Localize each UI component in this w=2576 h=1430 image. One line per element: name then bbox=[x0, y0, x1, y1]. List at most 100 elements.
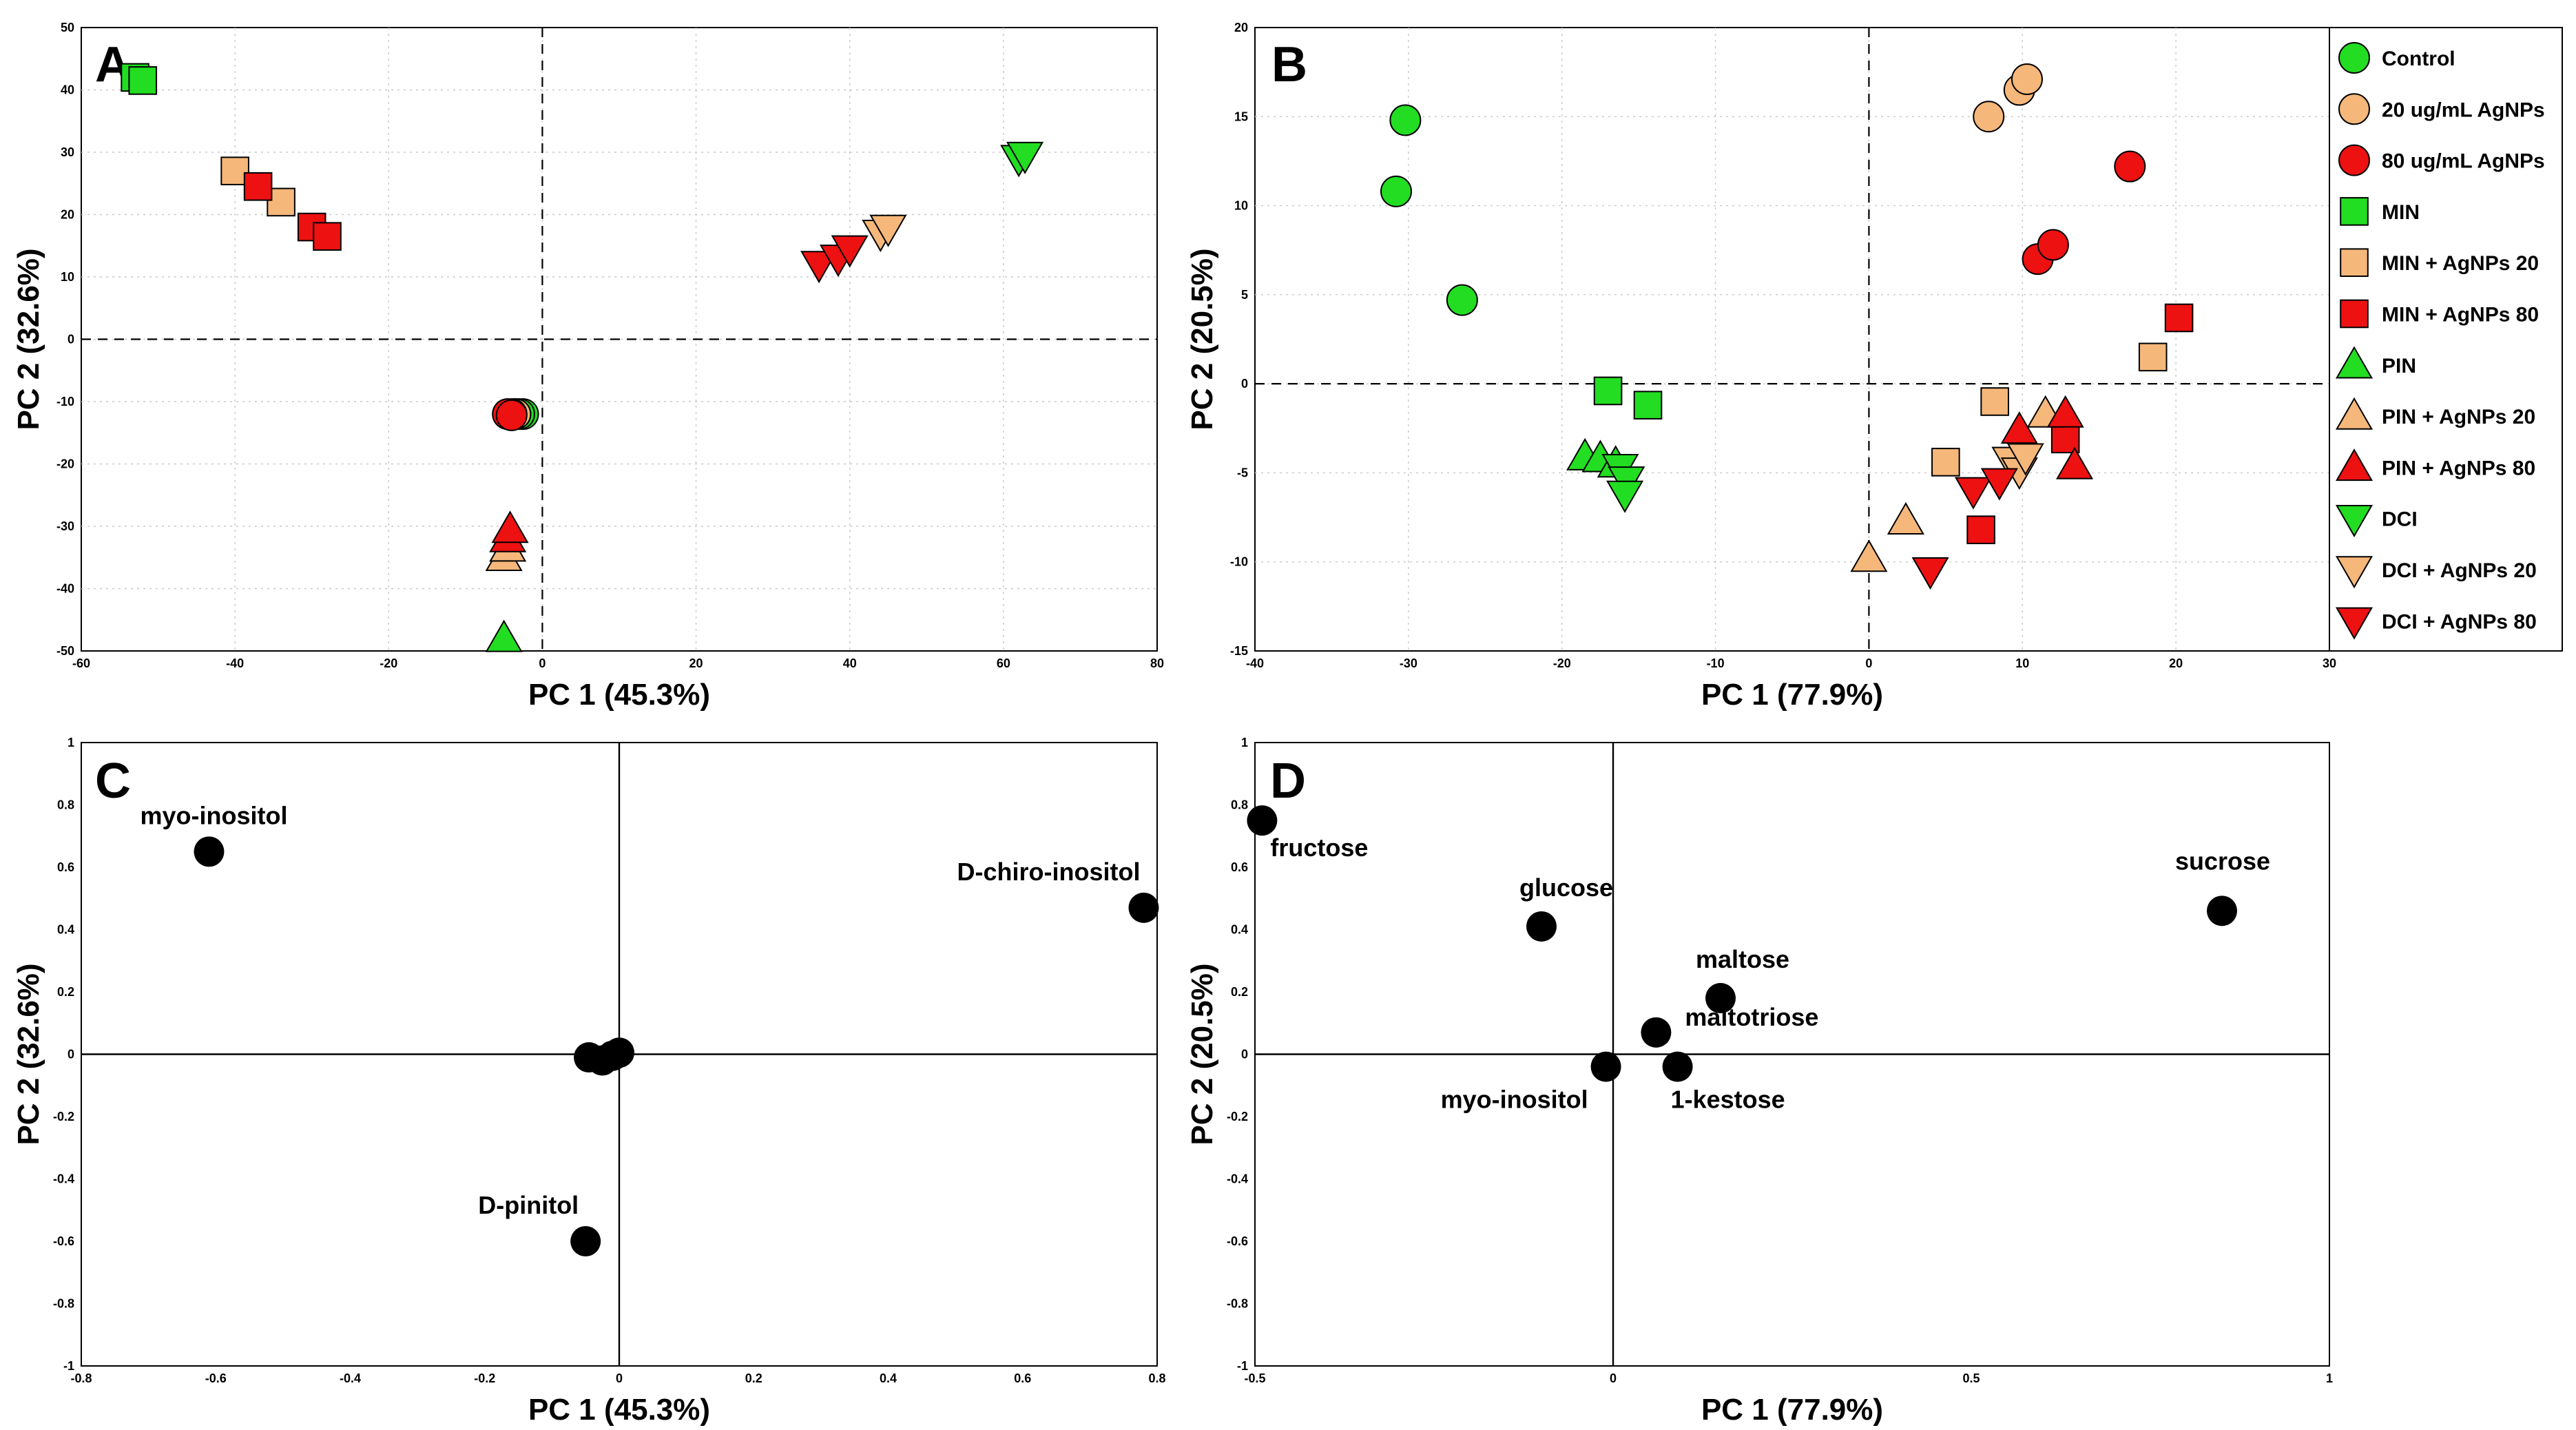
data-point bbox=[495, 399, 528, 431]
y-tick-label: 0 bbox=[67, 333, 74, 346]
series-80-ug-ml-agnps bbox=[2022, 150, 2146, 276]
legend-label: Control bbox=[2382, 48, 2455, 70]
data-point bbox=[243, 172, 273, 201]
data-point bbox=[1980, 468, 2018, 501]
x-tick-label: 0 bbox=[1865, 656, 1872, 670]
x-tick-label: 0 bbox=[539, 656, 546, 670]
y-tick-label: 0.2 bbox=[57, 985, 74, 999]
legend-item-80-ug-ml-agnps: 80 ug/mL AgNPs bbox=[2338, 144, 2545, 176]
y-tick-label: -0.6 bbox=[53, 1234, 74, 1248]
y-tick-label: -0.4 bbox=[1227, 1172, 1248, 1186]
legend-item-dci-agnps-80: DCI + AgNPs 80 bbox=[2335, 607, 2537, 640]
x-axis-label: PC 1 (77.9%) bbox=[1701, 678, 1883, 712]
loading-point bbox=[1590, 1051, 1621, 1082]
panel-letter: D bbox=[1270, 754, 1306, 809]
y-tick-label: 0.6 bbox=[1231, 860, 1248, 874]
legend-label: PIN + AgNPs 80 bbox=[2382, 457, 2535, 479]
series-dci bbox=[1000, 141, 1044, 178]
x-tick-label: 0.4 bbox=[880, 1371, 897, 1385]
data-point bbox=[2037, 229, 2069, 261]
x-axis-label: PC 1 (45.3%) bbox=[528, 1393, 710, 1427]
legend-label: DCI + AgNPs 20 bbox=[2382, 559, 2537, 582]
y-tick-label: 50 bbox=[61, 21, 74, 34]
legend-marker bbox=[2335, 505, 2374, 538]
legend-label: DCI bbox=[2382, 508, 2418, 531]
data-point bbox=[800, 251, 838, 284]
data-point bbox=[2114, 150, 2146, 183]
x-tick-label: -20 bbox=[1553, 656, 1571, 670]
legend-item-pin-agnps-20: PIN + AgNPs 20 bbox=[2335, 397, 2535, 430]
y-tick-label: -20 bbox=[56, 457, 74, 471]
legend-item-dci: DCI bbox=[2335, 505, 2418, 538]
legend-label: PIN bbox=[2382, 355, 2416, 377]
x-tick-label: -0.4 bbox=[340, 1371, 361, 1385]
x-tick-label: 40 bbox=[843, 656, 857, 670]
plot-frame bbox=[1254, 27, 2330, 652]
x-tick-label: 80 bbox=[1150, 656, 1164, 670]
panel-b: -40 -30 -20 -10 0 10 20 30 -15 -10 -5 0 5 10 15 20 PC 1 … bbox=[1185, 21, 2336, 712]
loading-label: D-chiro-inositol bbox=[957, 858, 1140, 886]
y-tick-label: 30 bbox=[61, 145, 74, 159]
loading-label: maltotriose bbox=[1685, 1003, 1818, 1031]
data-point bbox=[1911, 557, 1949, 590]
x-tick-label: 20 bbox=[689, 656, 703, 670]
x-tick-label: 0 bbox=[616, 1371, 623, 1385]
y-tick-label: 1 bbox=[67, 736, 74, 749]
y-tick-label: 20 bbox=[1234, 21, 1248, 34]
legend-frame bbox=[2329, 27, 2563, 652]
y-tick-label: -10 bbox=[1230, 555, 1248, 569]
legend-item-20-ug-ml-agnps: 20 ug/mL AgNPs bbox=[2338, 93, 2545, 125]
legend-marker bbox=[2335, 556, 2374, 589]
data-point bbox=[2006, 443, 2044, 476]
panel-letter: C bbox=[95, 754, 131, 809]
series-min bbox=[1593, 376, 1663, 419]
y-tick-label: -30 bbox=[56, 519, 74, 533]
x-tick-label: -10 bbox=[1707, 656, 1725, 670]
y-tick-label: 0.4 bbox=[57, 923, 74, 937]
x-tick-label: -0.2 bbox=[474, 1371, 495, 1385]
series-dci-agnps-20 bbox=[862, 214, 907, 252]
legend-marker bbox=[2340, 197, 2369, 226]
y-tick-label: -50 bbox=[56, 644, 74, 658]
y-tick-label: -1 bbox=[1237, 1359, 1248, 1373]
data-point bbox=[1887, 501, 1924, 535]
y-tick-label: 10 bbox=[1234, 199, 1248, 213]
y-axis-label: PC 2 (32.6%) bbox=[12, 963, 45, 1145]
panel-d: -0.5 0 0.5 1 -1 -0.8 -0.6 -0.4 -0.2 0 0.2 0.4 0.6 0.8… bbox=[1185, 736, 2333, 1427]
loading-point bbox=[1662, 1051, 1693, 1082]
legend-marker bbox=[2335, 448, 2374, 481]
panel-c: -0.8 -0.6 -0.4 -0.2 0 0.2 0.4 0.6 0.8-1-0.8-0.6-… bbox=[12, 736, 1166, 1427]
data-point bbox=[1931, 448, 1960, 477]
data-point bbox=[1850, 539, 1888, 572]
legend-label: MIN bbox=[2382, 201, 2420, 224]
y-tick-label: 20 bbox=[61, 208, 74, 222]
legend-marker bbox=[2335, 607, 2374, 640]
data-point bbox=[2164, 303, 2194, 333]
legend-item-pin-agnps-80: PIN + AgNPs 80 bbox=[2335, 448, 2535, 481]
loading-label: maltose bbox=[1696, 945, 1789, 973]
legend-label: MIN + AgNPs 80 bbox=[2382, 304, 2539, 327]
data-point bbox=[1954, 477, 1993, 510]
panel-letter: B bbox=[1271, 37, 1307, 92]
x-axis-label: PC 1 (45.3%) bbox=[528, 678, 710, 712]
y-tick-label: 0 bbox=[1241, 377, 1248, 391]
series-pin bbox=[485, 619, 523, 652]
data-point bbox=[2056, 446, 2094, 479]
y-tick-label: -15 bbox=[1230, 644, 1248, 658]
series-min bbox=[121, 63, 158, 95]
loading-point bbox=[1128, 892, 1159, 923]
y-tick-label: -10 bbox=[56, 395, 74, 408]
loading-label: 1-kestose bbox=[1671, 1086, 1785, 1114]
series-control bbox=[1380, 104, 1478, 316]
x-tick-label: 0.2 bbox=[745, 1371, 762, 1385]
data-point bbox=[2000, 411, 2038, 444]
loading-label: myo-inositol bbox=[1441, 1086, 1588, 1114]
data-point bbox=[491, 510, 529, 543]
loading-point bbox=[1641, 1017, 1672, 1048]
loading-label: D-pinitol bbox=[478, 1191, 579, 1219]
y-tick-label: -1 bbox=[63, 1359, 74, 1373]
loading-point bbox=[1526, 911, 1557, 942]
legend-marker bbox=[2338, 42, 2370, 74]
legend-item-pin: PIN bbox=[2335, 346, 2416, 379]
